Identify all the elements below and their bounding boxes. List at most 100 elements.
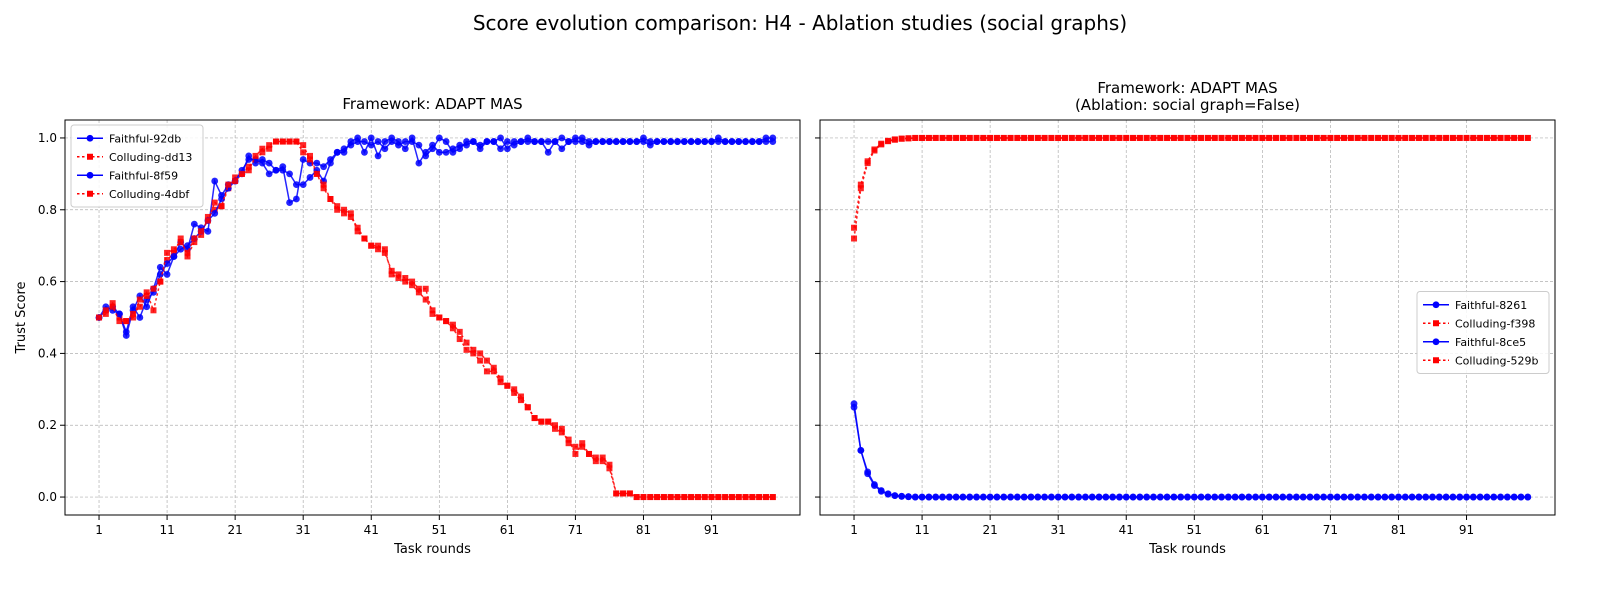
right-plot-xtick-label: 11: [914, 523, 929, 537]
right-plot-data-point: [864, 470, 872, 478]
left-plot-data-point: [368, 242, 375, 249]
left-plot-data-point: [347, 210, 354, 217]
right-plot-data-point: [1068, 134, 1075, 141]
right-plot-data-point: [1218, 134, 1225, 141]
left-plot-data-point: [497, 379, 504, 386]
right-plot-data-point: [1190, 493, 1198, 501]
left-plot-data-point: [136, 303, 143, 310]
right-plot-data-point: [1258, 493, 1266, 501]
left-plot-data-point: [497, 145, 504, 153]
left-plot-data-point: [477, 350, 484, 357]
left-plot-data-point: [292, 181, 300, 189]
left-plot-data-point: [211, 199, 218, 206]
left-plot-data-point: [184, 249, 191, 256]
left-plot-data-point: [449, 321, 456, 328]
left-plot-data-point: [565, 436, 572, 443]
left-plot-data-point: [232, 178, 239, 185]
left-plot-legend-marker: [87, 190, 93, 197]
right-plot-legend-marker: [1432, 301, 1440, 309]
right-plot-xtick-label: 81: [1391, 523, 1406, 537]
right-plot-data-point: [1272, 493, 1280, 501]
left-plot-data-point: [558, 145, 566, 153]
left-plot-data-point: [579, 440, 586, 447]
left-plot-data-point: [558, 134, 566, 142]
left-plot-data-point: [122, 328, 130, 336]
right-plot-data-point: [891, 136, 898, 143]
left-plot-data-point: [102, 310, 109, 317]
right-plot-data-point: [1334, 134, 1341, 141]
right-plot-data-point: [1177, 493, 1185, 501]
right-plot-data-point: [1048, 134, 1055, 141]
left-plot-data-point: [504, 382, 511, 389]
left-plot-data-point: [510, 138, 518, 145]
left-plot-data-point: [714, 138, 722, 145]
right-plot-data-point: [1463, 493, 1470, 501]
left-plot-data-point: [558, 429, 565, 436]
right-plot-data-point: [851, 235, 858, 242]
right-plot-data-point: [952, 493, 960, 501]
right-plot-data-point: [1198, 134, 1205, 141]
right-plot-data-point: [966, 493, 974, 501]
left-plot-data-point: [578, 134, 586, 142]
left-plot-data-point: [748, 138, 756, 145]
left-plot-data-point: [456, 336, 463, 343]
left-plot-series-line: [98, 136, 773, 335]
left-plot-data-point: [245, 167, 252, 174]
left-plot-data-point: [694, 494, 701, 501]
left-plot-data-point: [354, 228, 361, 235]
left-plot-data-point: [327, 196, 334, 202]
right-plot-data-point: [1354, 134, 1361, 141]
left-plot-data-point: [272, 166, 280, 174]
right-plot-xtick-label: 21: [982, 523, 997, 537]
right-plot-data-point: [1102, 493, 1110, 501]
left-plot-data-point: [395, 271, 402, 278]
left-plot-data-point: [722, 494, 729, 501]
right-plot-data-point: [1007, 493, 1014, 501]
left-plot-data-point: [286, 138, 293, 145]
right-plot-data-point: [905, 135, 912, 142]
left-plot-data-point: [218, 203, 225, 210]
right-plot-data-point: [939, 134, 946, 141]
left-plot-xtick-label: 41: [364, 523, 379, 537]
left-plot-data-point: [184, 253, 191, 260]
left-plot-legend-label: Colluding-4dbf: [109, 188, 190, 201]
right-plot-data-point: [864, 160, 871, 167]
right-plot-data-point: [1184, 493, 1191, 501]
right-plot-legend-marker: [1433, 357, 1439, 364]
left-plot-data-point: [599, 458, 606, 465]
right-plot-series-Faithful-8ce5: [850, 403, 1532, 501]
right-plot-data-point: [932, 493, 940, 501]
right-plot-data-point: [1204, 493, 1212, 501]
left-plot-data-point: [292, 195, 300, 203]
left-plot-data-point: [401, 145, 409, 153]
right-plot-data-point: [1333, 493, 1341, 501]
left-plot-data-point: [191, 235, 198, 242]
left-plot-data-point: [456, 328, 463, 335]
right-plot-data-point: [1408, 493, 1416, 501]
right-plot-data-point: [1225, 134, 1232, 141]
right-plot-data-point: [1347, 493, 1355, 501]
right-plot-data-point: [1517, 134, 1524, 141]
left-plot-legend-label: Faithful-92db: [109, 132, 181, 145]
left-plot-data-point: [647, 494, 654, 501]
right-plot-xtick-label: 31: [1051, 523, 1066, 537]
left-plot-data-point: [361, 148, 368, 156]
right-plot-data-point: [1027, 493, 1035, 501]
right-plot-data-point: [1429, 134, 1436, 141]
left-plot-data-point: [388, 138, 396, 145]
left-plot-data-point: [300, 142, 307, 149]
right-plot-data-point: [1116, 134, 1123, 141]
left-plot-data-point: [163, 260, 171, 268]
right-plot-data-point: [1245, 493, 1253, 501]
left-plot-data-point: [401, 138, 409, 145]
right-plot-data-point: [1143, 493, 1151, 501]
left-plot-series-Colluding-4dbf: [96, 138, 776, 501]
left-plot-data-point: [266, 142, 273, 149]
left-plot-data-point: [619, 138, 627, 145]
left-plot-data-point: [177, 245, 185, 253]
left-plot-data-point: [286, 170, 293, 178]
left-plot-data-point: [640, 134, 647, 142]
left-plot-data-point: [266, 145, 273, 152]
right-plot-xtick-label: 71: [1323, 523, 1338, 537]
left-plot-data-point: [299, 181, 307, 189]
